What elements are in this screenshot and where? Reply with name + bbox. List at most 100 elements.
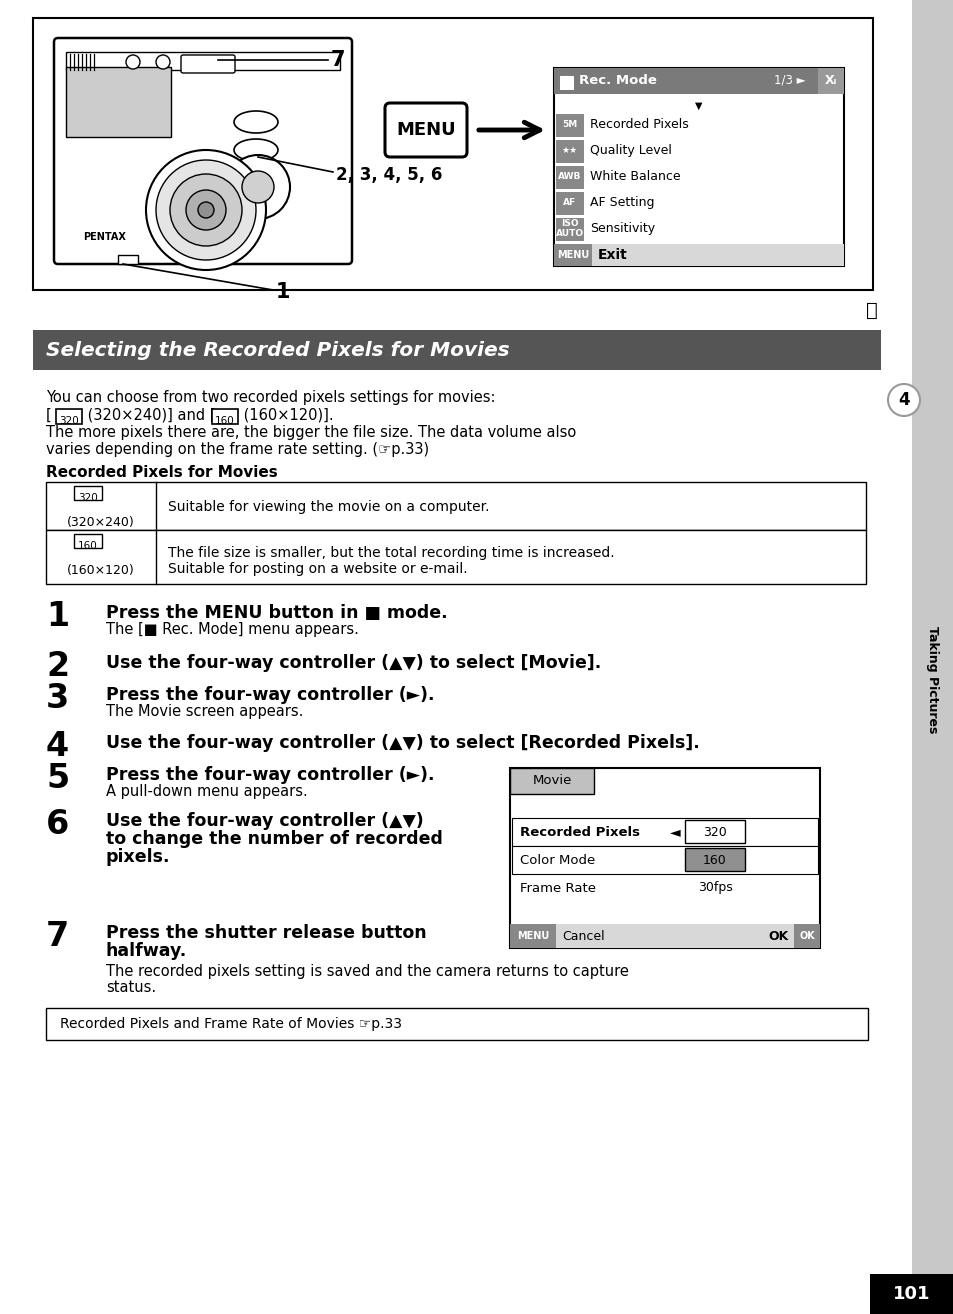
Ellipse shape bbox=[233, 110, 277, 133]
Text: MENU: MENU bbox=[517, 932, 549, 941]
Text: (160×120)].: (160×120)]. bbox=[239, 409, 334, 423]
Bar bbox=[512, 846, 817, 874]
Bar bbox=[554, 68, 843, 95]
Text: Recorded Pixels: Recorded Pixels bbox=[589, 118, 688, 131]
Text: PENTAX: PENTAX bbox=[83, 233, 126, 242]
Text: 1: 1 bbox=[275, 283, 291, 302]
Text: Frame Rate: Frame Rate bbox=[519, 882, 596, 895]
Circle shape bbox=[170, 173, 242, 246]
Bar bbox=[56, 409, 82, 424]
Text: Suitable for posting on a website or e-mail.: Suitable for posting on a website or e-m… bbox=[168, 562, 467, 576]
Text: Color Mode: Color Mode bbox=[519, 854, 595, 866]
Bar bbox=[66, 67, 171, 137]
Bar bbox=[684, 848, 744, 871]
Bar bbox=[556, 218, 583, 240]
Text: [: [ bbox=[46, 409, 51, 423]
Bar bbox=[510, 924, 556, 947]
Bar bbox=[556, 114, 583, 137]
Text: Press the MENU button in ■ mode.: Press the MENU button in ■ mode. bbox=[106, 604, 447, 622]
Text: status.: status. bbox=[106, 980, 156, 995]
Text: OK: OK bbox=[767, 929, 787, 942]
Circle shape bbox=[226, 155, 290, 219]
Text: Exit: Exit bbox=[598, 248, 627, 261]
Bar bbox=[817, 68, 843, 95]
Text: 101: 101 bbox=[892, 1285, 930, 1303]
Bar bbox=[869, 1275, 953, 1314]
Bar bbox=[556, 166, 583, 189]
Bar bbox=[33, 18, 872, 290]
FancyBboxPatch shape bbox=[385, 102, 467, 156]
Bar bbox=[793, 924, 820, 947]
Text: Use the four-way controller (▲▼): Use the four-way controller (▲▼) bbox=[106, 812, 423, 830]
Circle shape bbox=[186, 191, 226, 230]
Text: Suitable for viewing the movie on a computer.: Suitable for viewing the movie on a comp… bbox=[168, 501, 489, 514]
Text: ISO
AUTO: ISO AUTO bbox=[556, 219, 583, 238]
Text: 160: 160 bbox=[214, 417, 234, 426]
Text: 7: 7 bbox=[46, 920, 70, 953]
Text: AF: AF bbox=[563, 198, 576, 208]
Bar bbox=[554, 68, 843, 265]
Text: AWB: AWB bbox=[558, 172, 581, 181]
Circle shape bbox=[146, 150, 266, 269]
Text: 5M: 5M bbox=[561, 120, 577, 129]
Bar bbox=[74, 486, 102, 501]
Ellipse shape bbox=[233, 139, 277, 162]
Text: ◄: ◄ bbox=[669, 825, 679, 840]
Text: 160: 160 bbox=[702, 854, 726, 866]
Bar bbox=[212, 409, 237, 424]
Text: The file size is smaller, but the total recording time is increased.: The file size is smaller, but the total … bbox=[168, 547, 614, 560]
Text: (320×240): (320×240) bbox=[67, 516, 134, 530]
Text: (320×240)] and [: (320×240)] and [ bbox=[83, 409, 215, 423]
Bar bbox=[554, 244, 592, 265]
Bar bbox=[559, 76, 574, 89]
Bar bbox=[684, 820, 744, 844]
Text: 320: 320 bbox=[702, 825, 726, 838]
Text: Sensitivity: Sensitivity bbox=[589, 222, 655, 235]
Bar bbox=[33, 330, 880, 371]
Text: 2: 2 bbox=[46, 650, 69, 683]
Text: pixels.: pixels. bbox=[106, 848, 171, 866]
Text: Taking Pictures: Taking Pictures bbox=[925, 627, 939, 733]
Bar bbox=[46, 530, 865, 583]
Text: 1: 1 bbox=[46, 600, 69, 633]
Bar bbox=[46, 482, 865, 530]
Bar bbox=[510, 767, 594, 794]
Text: 3: 3 bbox=[46, 682, 70, 715]
Text: AF Setting: AF Setting bbox=[589, 196, 654, 209]
Text: Cancel: Cancel bbox=[561, 929, 604, 942]
Text: 160: 160 bbox=[78, 541, 98, 551]
Text: to change the number of recorded: to change the number of recorded bbox=[106, 830, 442, 848]
Text: The [■ Rec. Mode] menu appears.: The [■ Rec. Mode] menu appears. bbox=[106, 622, 358, 637]
Text: OK: OK bbox=[799, 932, 814, 941]
Circle shape bbox=[887, 384, 919, 417]
Text: halfway.: halfway. bbox=[106, 942, 187, 961]
Text: (160×120): (160×120) bbox=[67, 564, 134, 577]
Text: The recorded pixels setting is saved and the camera returns to capture: The recorded pixels setting is saved and… bbox=[106, 964, 628, 979]
Text: Press the four-way controller (►).: Press the four-way controller (►). bbox=[106, 766, 434, 784]
Text: 320: 320 bbox=[59, 417, 79, 426]
Bar bbox=[512, 819, 817, 846]
FancyBboxPatch shape bbox=[54, 38, 352, 264]
Text: Xₗ: Xₗ bbox=[824, 74, 837, 87]
Text: A pull-down menu appears.: A pull-down menu appears. bbox=[106, 784, 308, 799]
Bar bbox=[66, 53, 339, 70]
Bar bbox=[556, 192, 583, 215]
Text: The Movie screen appears.: The Movie screen appears. bbox=[106, 704, 303, 719]
Text: Quality Level: Quality Level bbox=[589, 145, 671, 156]
Bar bbox=[510, 924, 820, 947]
Text: 📷: 📷 bbox=[865, 301, 877, 319]
Circle shape bbox=[156, 160, 255, 260]
Text: 1/3 ►: 1/3 ► bbox=[773, 74, 804, 87]
Bar bbox=[510, 767, 820, 947]
Text: Selecting the Recorded Pixels for Movies: Selecting the Recorded Pixels for Movies bbox=[46, 340, 509, 360]
Bar bbox=[118, 255, 138, 264]
Text: Rec. Mode: Rec. Mode bbox=[578, 74, 657, 87]
Circle shape bbox=[198, 202, 213, 218]
Bar bbox=[74, 533, 102, 548]
Text: ★★: ★★ bbox=[561, 146, 578, 155]
Text: You can choose from two recorded pixels settings for movies:: You can choose from two recorded pixels … bbox=[46, 390, 495, 405]
Bar bbox=[911, 0, 953, 1314]
Text: 6: 6 bbox=[46, 808, 70, 841]
Text: The more pixels there are, the bigger the file size. The data volume also: The more pixels there are, the bigger th… bbox=[46, 424, 576, 440]
Text: ■: ■ bbox=[561, 75, 572, 85]
